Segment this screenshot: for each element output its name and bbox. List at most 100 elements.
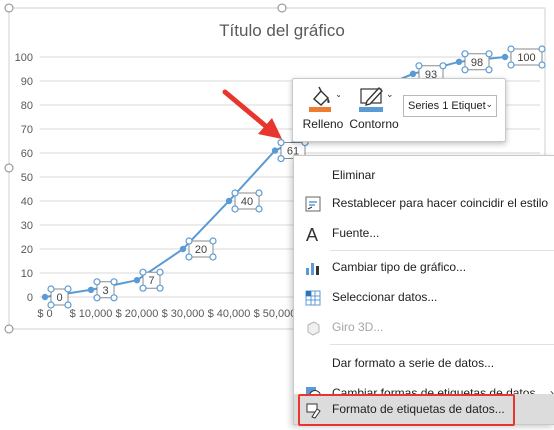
menu-separator [330,250,554,251]
label-selection-handle[interactable] [255,205,263,213]
data-label[interactable]: 20 [185,237,217,261]
data-point[interactable] [41,293,49,301]
label-selection-handle[interactable] [185,237,193,245]
label-selection-handle[interactable] [231,205,239,213]
data-point[interactable] [501,53,509,61]
menu-item-delete[interactable]: Eliminar [294,160,554,190]
label-selection-handle[interactable] [415,62,423,70]
label-selection-handle[interactable] [110,294,118,302]
data-label[interactable]: 7 [139,268,164,292]
data-label-text: 100 [517,52,535,64]
chart-resize-handle-ml[interactable] [4,163,14,173]
data-label-box [96,281,115,299]
data-point[interactable] [133,277,141,284]
menu-item-select-data[interactable]: Seleccionar datos... [294,282,554,312]
label-selection-handle[interactable] [277,155,285,163]
fill-label: Relleno [302,117,344,131]
x-tick-label: $ 30,000 [162,308,205,320]
data-label-box [464,53,490,71]
label-selection-handle[interactable] [110,278,118,286]
y-tick-label: 80 [21,100,33,112]
data-label-text: 0 [56,292,62,304]
data-label[interactable]: 98 [461,50,493,74]
svg-text:⌄: ⌄ [335,89,340,99]
label-selection-handle[interactable] [485,50,493,58]
menu-item-change-chart-type[interactable]: Cambiar tipo de gráfico... [294,252,554,282]
label-selection-handle[interactable] [209,253,217,261]
label-selection-handle[interactable] [47,285,55,293]
label-selection-handle[interactable] [538,45,546,53]
context-menu: Eliminar Restablecer para hacer coincidi… [293,155,554,425]
data-label-box [234,192,260,210]
label-selection-handle[interactable] [139,284,147,292]
label-selection-handle[interactable] [156,284,164,292]
data-labels[interactable]: 0 3 7 20 40 61 93 98 100 [47,45,546,309]
label-selection-handle[interactable] [185,253,193,261]
data-label-text: 61 [287,146,299,158]
menu-item-font[interactable]: A Fuente... [294,218,554,248]
menu-item-format-series[interactable]: Dar formato a serie de datos... [294,348,554,378]
label-selection-handle[interactable] [461,50,469,58]
x-axis: $ 0 $ 10,000 $ 20,000 $ 30,000 $ 40,000 $ 50,… [37,308,296,320]
data-label[interactable]: 3 [93,278,118,302]
label-selection-handle[interactable] [93,278,101,286]
label-selection-handle[interactable] [47,301,55,309]
label-selection-handle[interactable] [538,61,546,69]
data-point[interactable] [271,147,279,154]
chart-title[interactable]: Título del gráfico [219,21,345,40]
data-point[interactable] [179,245,187,253]
label-selection-handle[interactable] [93,294,101,302]
x-tick-label: $ 10,000 [70,308,113,320]
menu-item-label: Eliminar [332,168,376,182]
font-icon: A [306,225,318,243]
data-point[interactable] [87,286,95,293]
fill-button[interactable]: ⌄ Relleno [301,83,345,137]
menu-item-label: Formato de etiquetas de datos... [332,402,505,416]
menu-item-label: Seleccionar datos... [332,290,438,304]
series-element-dropdown[interactable]: Series 1 Etiquet ⌄ [403,95,497,117]
label-selection-handle[interactable] [507,45,515,53]
data-point[interactable] [409,70,417,78]
menu-item-format-data-labels[interactable]: Formato de etiquetas de datos... [294,394,554,424]
submenu-arrow-icon: › [550,386,554,400]
data-label[interactable]: 61 [277,139,309,163]
highlight-box [298,394,515,426]
chart-resize-handle-tl[interactable] [4,3,14,13]
data-label[interactable]: 40 [231,189,263,213]
y-tick-label: 70 [21,124,33,136]
data-label-box [510,48,543,66]
menu-item-reset-style[interactable]: Restablecer para hacer coincidir el esti… [294,188,554,218]
y-tick-label: 50 [21,172,33,184]
data-point[interactable] [225,197,233,205]
x-tick-label: $ 0 [37,308,52,320]
data-label[interactable]: 100 [507,45,546,69]
menu-item-3d-rotation[interactable]: Giro 3D... [294,312,554,342]
label-selection-handle[interactable] [485,66,493,74]
label-selection-handle[interactable] [139,268,147,276]
label-selection-handle[interactable] [64,301,72,309]
data-point[interactable] [455,58,463,65]
label-selection-handle[interactable] [277,139,285,147]
chart-resize-handle-bl[interactable] [4,324,14,334]
label-selection-handle[interactable] [156,268,164,276]
chart-resize-handle-tm[interactable] [277,3,287,13]
label-selection-handle[interactable] [64,285,72,293]
label-selection-handle[interactable] [209,237,217,245]
data-label-box [188,240,214,258]
rotation-3d-icon [307,321,320,336]
x-tick-label: $ 20,000 [116,308,159,320]
label-selection-handle[interactable] [255,189,263,197]
label-selection-handle[interactable] [439,62,447,70]
y-tick-label: 40 [21,196,33,208]
data-label[interactable]: 0 [47,285,72,309]
y-tick-label: 10 [21,268,33,280]
label-selection-handle[interactable] [507,61,515,69]
svg-text:⌄: ⌄ [386,89,393,99]
outline-button[interactable]: ⌄ Contorno [348,83,400,137]
red-arrow-annotation [222,89,282,139]
menu-item-label: Giro 3D... [332,320,384,334]
pencil-outline-icon: ⌄ [359,87,393,112]
y-tick-label: 60 [21,148,33,160]
label-selection-handle[interactable] [231,189,239,197]
label-selection-handle[interactable] [461,66,469,74]
